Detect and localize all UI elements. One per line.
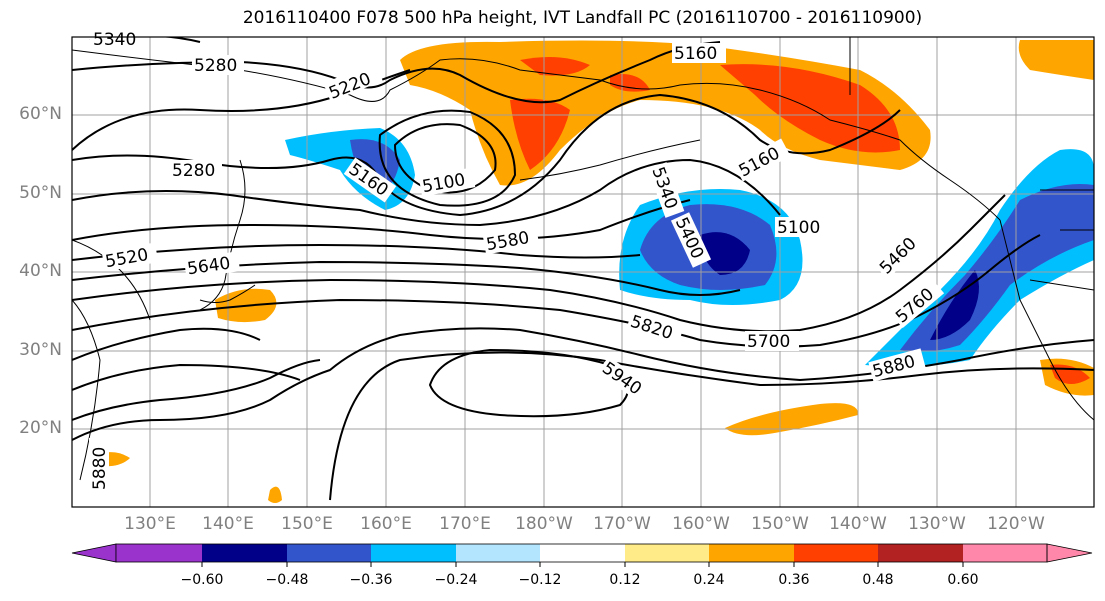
colorbar-cell xyxy=(287,544,371,562)
contour-label: 5700 xyxy=(747,332,790,352)
colorbar-cell xyxy=(371,544,456,562)
colorbar-cell xyxy=(625,544,709,562)
colorbar-tick-label: 0.24 xyxy=(693,572,725,588)
lat-label: 40°N xyxy=(19,261,62,281)
lon-label: 140°W xyxy=(829,514,887,534)
colorbar-tick-label: −0.24 xyxy=(434,572,478,588)
lat-label: 30°N xyxy=(19,340,62,360)
colorbar-cell xyxy=(116,544,202,562)
lon-label: 170°E xyxy=(439,514,491,534)
colorbar-tick-label: 0.48 xyxy=(862,572,894,588)
colorbar-tick-label: 0.36 xyxy=(778,572,810,588)
lat-label: 60°N xyxy=(19,104,62,124)
colorbar-tick-label: −0.48 xyxy=(265,572,309,588)
colorbar-tick-label: −0.36 xyxy=(349,572,393,588)
lat-label: 50°N xyxy=(19,183,62,203)
graticule xyxy=(72,37,1094,507)
contour-label: 5100 xyxy=(777,218,820,238)
colorbar-cell xyxy=(794,544,878,562)
contour-label: 5280 xyxy=(194,56,237,76)
lon-label: 130°E xyxy=(124,514,176,534)
colorbar-tick-label: −0.12 xyxy=(518,572,562,588)
lon-label: 150°E xyxy=(281,514,333,534)
lon-label: 140°E xyxy=(202,514,254,534)
colorbar-cell xyxy=(456,544,540,562)
lon-label: 130°W xyxy=(908,514,966,534)
colorbar-low-extension xyxy=(71,543,117,563)
contour-label: 5160 xyxy=(674,44,717,64)
figure-title: 2016110400 F078 500 hPa height, IVT Land… xyxy=(242,8,923,28)
contour-label: 5880 xyxy=(90,447,110,490)
colorbar-high-extension xyxy=(1046,543,1093,563)
colorbar-tick-label: 0.12 xyxy=(609,572,641,588)
lon-label: 180°W xyxy=(515,514,573,534)
colorbar-cell xyxy=(709,544,794,562)
colorbar-cell xyxy=(878,544,963,562)
lon-label: 120°W xyxy=(987,514,1045,534)
lon-label: 150°W xyxy=(751,514,809,534)
colorbar-cell xyxy=(540,544,625,562)
colorbar-cell xyxy=(202,544,287,562)
lat-label: 20°N xyxy=(19,418,62,438)
lon-label: 160°E xyxy=(360,514,412,534)
colorbar-tick-label: −0.60 xyxy=(180,572,224,588)
colorbar-cell xyxy=(963,544,1047,562)
lon-label: 170°W xyxy=(593,514,651,534)
contour-label: 5280 xyxy=(172,161,215,181)
lon-label: 160°W xyxy=(672,514,730,534)
colorbar-tick-label: 0.60 xyxy=(947,572,979,588)
map-frame xyxy=(71,36,1095,508)
colorbar xyxy=(71,543,1093,567)
contour-label: 5340 xyxy=(93,30,136,50)
colorbar-outline xyxy=(115,543,1048,563)
